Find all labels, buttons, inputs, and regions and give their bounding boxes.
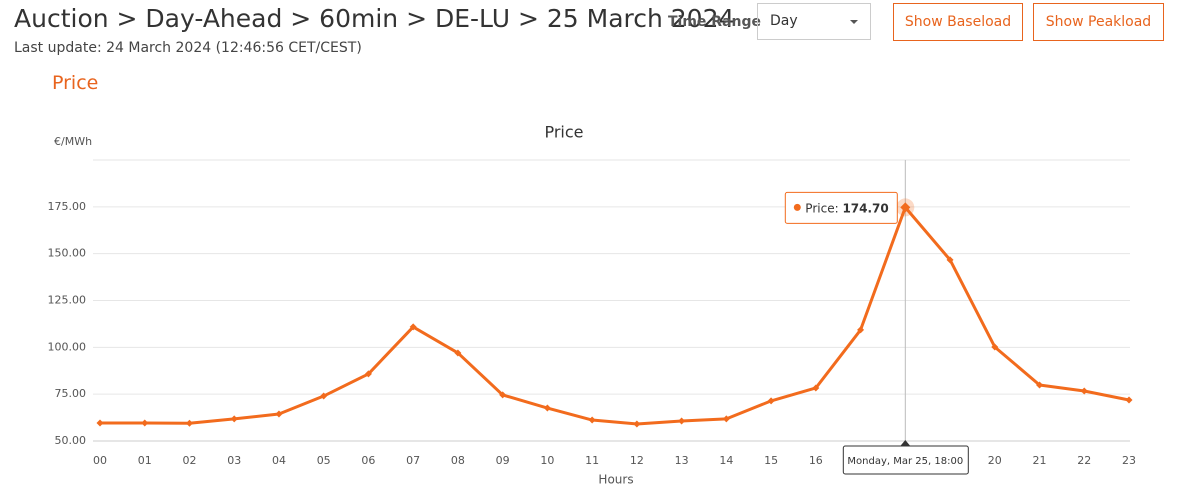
point <box>767 397 775 405</box>
point <box>409 323 417 331</box>
point <box>857 326 865 334</box>
point <box>320 392 328 400</box>
last-update: Last update: 24 March 2024 (12:46:56 CET… <box>14 40 362 56</box>
point <box>678 417 686 425</box>
y-axis-label: €/MWh <box>54 135 92 148</box>
point <box>230 415 238 423</box>
x-tooltip-text: Monday, Mar 25, 18:00 <box>847 456 963 467</box>
y-tick-label: 75.00 <box>55 387 87 400</box>
x-tick-label: 02 <box>182 454 196 467</box>
breadcrumb: Auction > Day-Ahead > 60min > DE-LU > 25… <box>14 4 735 33</box>
point <box>275 410 283 418</box>
point <box>96 419 104 427</box>
point <box>633 420 641 428</box>
point <box>1036 381 1044 389</box>
time-range-select[interactable]: Day <box>757 3 871 40</box>
x-tick-label: 12 <box>630 454 644 467</box>
y-tick-label: 175.00 <box>48 200 87 213</box>
point <box>588 416 596 424</box>
x-tick-label: 11 <box>585 454 599 467</box>
x-tick-label: 16 <box>809 454 823 467</box>
x-tick-label: 14 <box>719 454 733 467</box>
tooltip-dot <box>793 203 801 211</box>
point <box>364 370 372 378</box>
x-tick-label: 05 <box>317 454 331 467</box>
x-tick-label: 04 <box>272 454 286 467</box>
baseload-button[interactable]: Show Baseload <box>893 3 1023 41</box>
y-tick-label: 100.00 <box>48 340 87 353</box>
x-tick-label: 10 <box>540 454 554 467</box>
point <box>185 419 193 427</box>
x-tick-label: 08 <box>451 454 465 467</box>
peakload-button[interactable]: Show Peakload <box>1033 3 1164 41</box>
tooltip-value: 174.70 <box>842 201 888 215</box>
x-tick-label: 22 <box>1077 454 1091 467</box>
tooltip-series-name: Price: <box>805 201 842 215</box>
tooltip-text: Price: 174.70 <box>805 201 888 215</box>
price-line <box>100 205 1130 426</box>
point <box>900 202 911 213</box>
point <box>454 349 462 357</box>
x-tick-label: 03 <box>227 454 241 467</box>
point <box>946 256 954 264</box>
point <box>991 343 999 351</box>
point <box>1080 387 1088 395</box>
point <box>499 391 507 399</box>
tooltip-box <box>784 191 898 224</box>
x-tick-label: 00 <box>93 454 107 467</box>
y-tick-label: 50.00 <box>55 434 87 447</box>
x-tick-label: 15 <box>764 454 778 467</box>
point <box>812 384 820 392</box>
x-tick-label: 09 <box>496 454 510 467</box>
x-axis-label: Hours <box>598 473 633 487</box>
x-tick-label: 23 <box>1122 454 1136 467</box>
point <box>141 419 149 427</box>
x-tick-label: 13 <box>675 454 689 467</box>
point <box>543 404 551 412</box>
point <box>1125 396 1133 404</box>
time-range-label: Time Range <box>668 14 762 30</box>
section-title: Price <box>52 72 99 94</box>
chart-title: Price <box>544 123 583 142</box>
x-tick-label: 20 <box>988 454 1002 467</box>
y-tick-label: 150.00 <box>48 247 87 260</box>
x-tick-label: 21 <box>1033 454 1047 467</box>
y-tick-label: 125.00 <box>48 294 87 307</box>
x-tooltip-arrow <box>900 440 911 446</box>
point <box>722 415 730 423</box>
x-tick-label: 06 <box>361 454 375 467</box>
x-tick-label: 07 <box>406 454 420 467</box>
x-tick-label: 01 <box>138 454 152 467</box>
